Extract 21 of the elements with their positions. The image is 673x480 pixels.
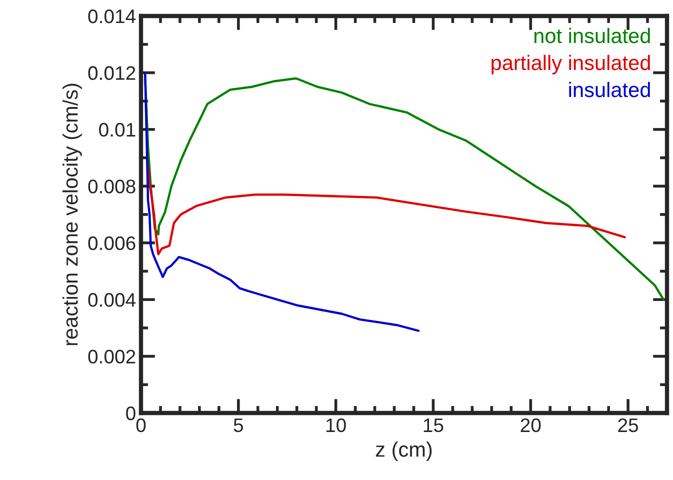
x-tick-label: 25 (618, 418, 638, 432)
y-tick-label: 0.014 (88, 9, 136, 24)
x-tick-label: 20 (520, 418, 541, 432)
line-series (146, 165, 626, 256)
y-tick-label: 0.008 (88, 180, 136, 194)
x-axis-title: z (cm) (376, 442, 432, 461)
x-tick-label: 0 (136, 418, 146, 432)
y-tick-label: 0.002 (88, 350, 136, 364)
y-axis-title: reaction zone velocity (cm/s) (62, 84, 82, 346)
y-tick-label: 0.01 (99, 122, 136, 137)
text: partially insulated (492, 54, 650, 74)
text: insulated (569, 82, 650, 98)
text: not insulated (534, 28, 650, 44)
y-tick-label: 0 (126, 406, 136, 420)
x-tick-label: 10 (326, 418, 346, 432)
y-tick-label: 0.006 (88, 236, 136, 250)
y-tick-label: 0.012 (88, 66, 136, 80)
x-tick-label: 5 (234, 418, 243, 432)
line-series (144, 72, 420, 332)
x-tick-label: 15 (424, 418, 444, 432)
y-tick-label: 0.004 (88, 293, 136, 307)
